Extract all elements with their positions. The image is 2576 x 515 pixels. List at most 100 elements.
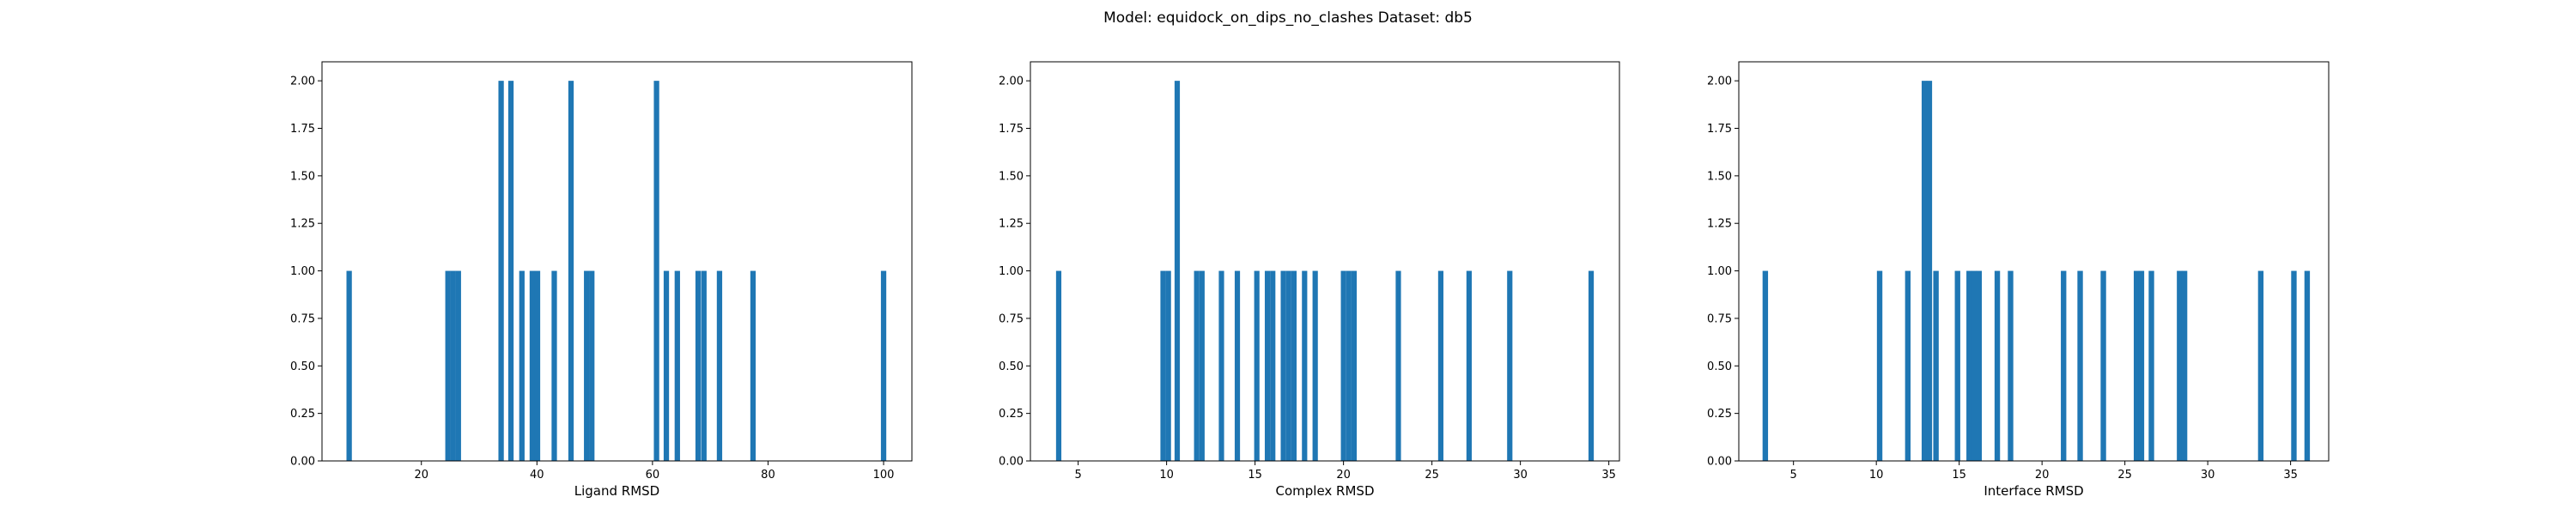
y-tick-label: 1.75 [999,123,1024,136]
x-tick-label: 30 [2201,469,2215,482]
y-tick-label: 0.25 [999,408,1024,421]
figure-title: Model: equidock_on_dips_no_clashes Datas… [1103,9,1473,27]
histogram-bar [1588,270,1595,461]
histogram-bar [2100,270,2106,461]
histogram-bar [1234,270,1241,461]
x-tick-label: 25 [2117,469,2132,482]
histogram-bar [2257,270,2264,461]
histogram-bar [2077,270,2083,461]
y-tick-label: 1.25 [1707,218,1732,231]
histogram-bar [1194,270,1200,461]
y-tick-label: 0.75 [290,312,315,325]
histogram-bar [1199,270,1205,461]
histogram-bar [1270,270,1276,461]
histogram-bar [445,270,451,461]
x-tick-label: 10 [1869,469,1884,482]
x-tick-label: 100 [873,469,895,482]
y-tick-label: 1.75 [290,123,315,136]
histogram-bar [2177,270,2183,461]
histogram-bar [1954,270,1960,461]
histogram-bar [589,270,595,461]
histogram-bar [1160,270,1166,461]
histogram-bar [1218,270,1224,461]
histogram-bar [1994,270,2001,461]
x-tick-label: 15 [1952,469,1966,482]
x-axis-label: Interface RMSD [1984,483,2083,499]
histogram-bar [1174,81,1181,461]
histogram-bar [455,270,461,461]
y-tick-label: 0.50 [290,360,315,373]
histogram-bar [1921,81,1928,461]
histogram-bar [674,270,680,461]
histogram-bar [1395,270,1401,461]
x-tick-label: 80 [761,469,775,482]
histogram-bar [1291,270,1297,461]
x-tick-label: 20 [414,469,428,482]
y-tick-label: 1.00 [999,265,1024,278]
histogram-bar [2304,270,2311,461]
histogram-bar [1876,270,1883,461]
histogram-bar [498,81,504,461]
histogram-bar [2148,270,2154,461]
y-tick-label: 1.25 [290,218,315,231]
histogram-bar [1280,270,1286,461]
histogram-bar [716,270,723,461]
y-tick-label: 0.75 [1707,312,1732,325]
histogram-bar [2138,270,2145,461]
axes-frame [1738,61,2330,462]
histogram-bar [568,81,574,461]
y-tick-label: 0.25 [290,408,315,421]
y-tick-label: 2.00 [999,76,1024,88]
histogram-bar [1933,270,1939,461]
y-tick-label: 1.50 [999,170,1024,183]
histogram-bar [1264,270,1271,461]
histogram-bar [653,81,659,461]
histogram-bar [551,270,557,461]
y-tick-label: 1.00 [290,265,315,278]
x-tick-label: 40 [530,469,544,482]
histogram-bar [695,270,702,461]
histogram-bar [1165,270,1171,461]
subplot-1: 20 40 60 80 100 0.00 0.25 0.50 0.75 1.00 1.25 1.50 1… [290,61,913,499]
histogram-bar [1346,270,1352,461]
histogram-bar [880,270,887,461]
x-tick-label: 20 [2035,469,2050,482]
y-tick-label: 0.00 [1707,456,1732,469]
x-tick-label: 30 [1513,469,1528,482]
y-tick-label: 2.00 [1707,76,1732,88]
histogram-bar [534,270,541,461]
x-tick-label: 15 [1248,469,1262,482]
histogram-bar [1507,270,1513,461]
histogram-bar [2008,270,2014,461]
x-tick-label: 5 [1790,469,1797,482]
y-tick-label: 0.00 [290,456,315,469]
histogram-bar [1302,270,1308,461]
histogram-bar [663,270,670,461]
histogram-bar [1437,270,1444,461]
y-tick-label: 0.75 [999,312,1024,325]
x-tick-label: 25 [1425,469,1439,482]
histogram-bar [450,270,456,461]
histogram-bar [1971,270,1978,461]
y-tick-label: 2.00 [290,76,315,88]
y-tick-label: 0.25 [1707,408,1732,421]
y-tick-label: 0.00 [999,456,1024,469]
histogram-bar [507,81,514,461]
x-tick-label: 20 [1336,469,1351,482]
axes-frame [321,61,913,462]
histogram-bar [1340,270,1346,461]
histogram-bar [2061,270,2067,461]
x-tick-label: 60 [646,469,660,482]
y-tick-label: 1.75 [1707,123,1732,136]
y-tick-label: 1.00 [1707,265,1732,278]
histogram-bar [529,270,536,461]
y-tick-label: 0.50 [999,360,1024,373]
histogram-bar [701,270,707,461]
histogram-bar [1926,81,1933,461]
histogram-bar [584,270,590,461]
x-axis-label: Ligand RMSD [574,483,659,499]
y-tick-label: 1.50 [290,170,315,183]
subplot-3: 5 10 15 20 25 30 35 0.00 0.25 0.50 0.75 1.00 1.25 1.5… [1707,61,2330,499]
x-tick-label: 10 [1159,469,1174,482]
